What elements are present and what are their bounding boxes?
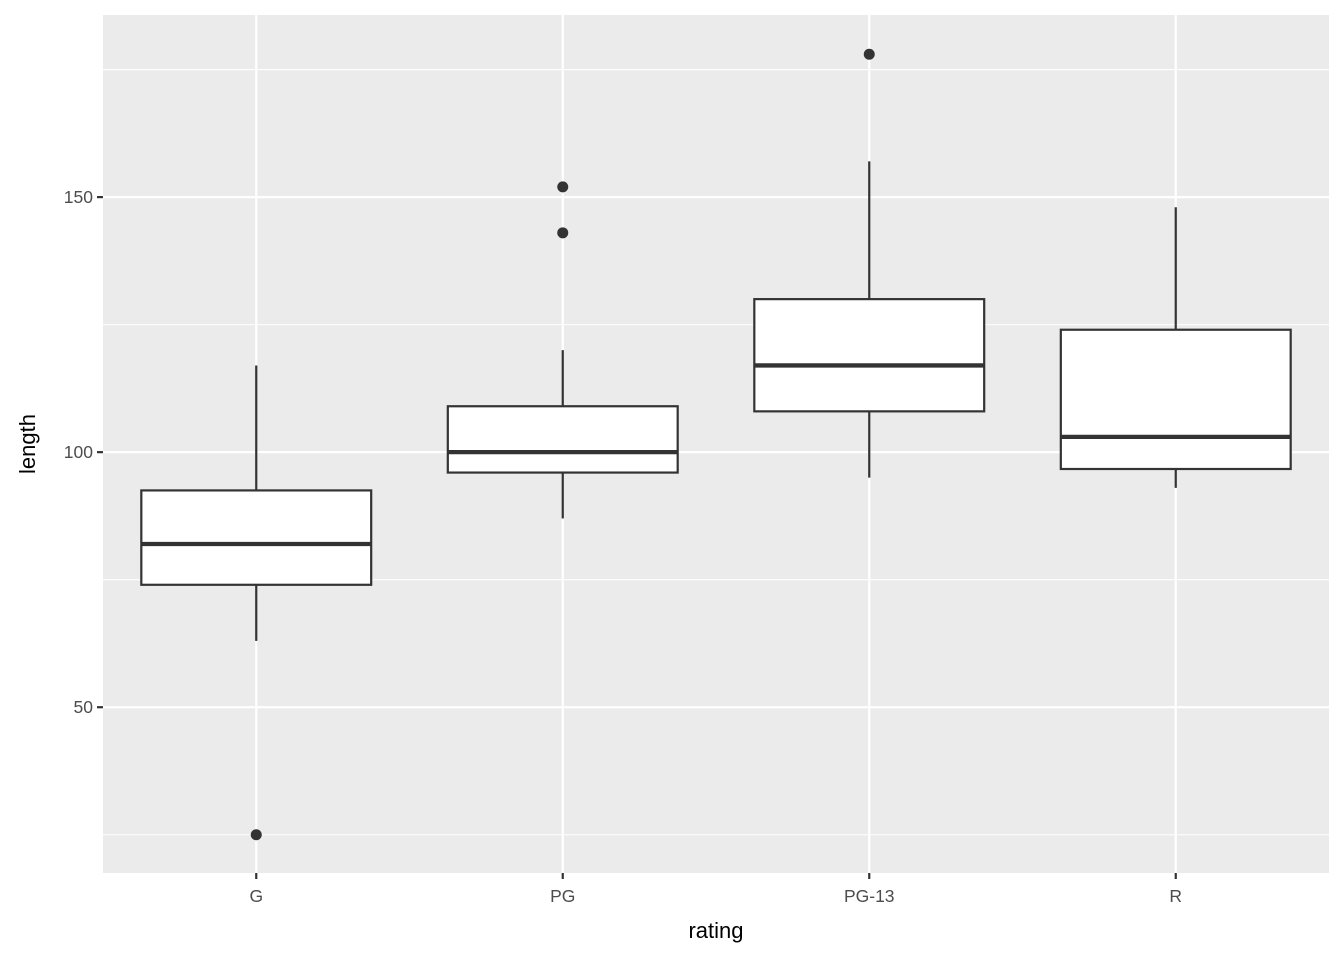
box-iqr xyxy=(140,489,373,586)
y-tick-label: 100 xyxy=(64,442,93,462)
axes: 50 100 150 G PG PG-13 R xyxy=(64,187,1182,906)
box-R xyxy=(1059,207,1292,488)
x-tick-label: G xyxy=(249,886,263,906)
x-axis-label: rating xyxy=(688,918,743,943)
outlier-point xyxy=(557,181,569,193)
outlier-point xyxy=(557,227,569,239)
y-tick-label: 150 xyxy=(64,187,93,207)
box-iqr xyxy=(446,405,679,474)
box-PG-13 xyxy=(753,48,986,478)
box-PG xyxy=(446,181,679,519)
outlier-point xyxy=(250,829,262,841)
boxes xyxy=(140,48,1292,841)
x-tick-label: PG-13 xyxy=(844,886,895,906)
box-G xyxy=(140,365,373,841)
outlier-point xyxy=(863,48,875,60)
x-tick-label: PG xyxy=(550,886,575,906)
y-tick-label: 50 xyxy=(74,697,94,717)
box-iqr xyxy=(1059,328,1292,471)
x-tick-label: R xyxy=(1169,886,1182,906)
y-axis-label: length xyxy=(15,414,40,474)
box-iqr xyxy=(753,298,986,413)
